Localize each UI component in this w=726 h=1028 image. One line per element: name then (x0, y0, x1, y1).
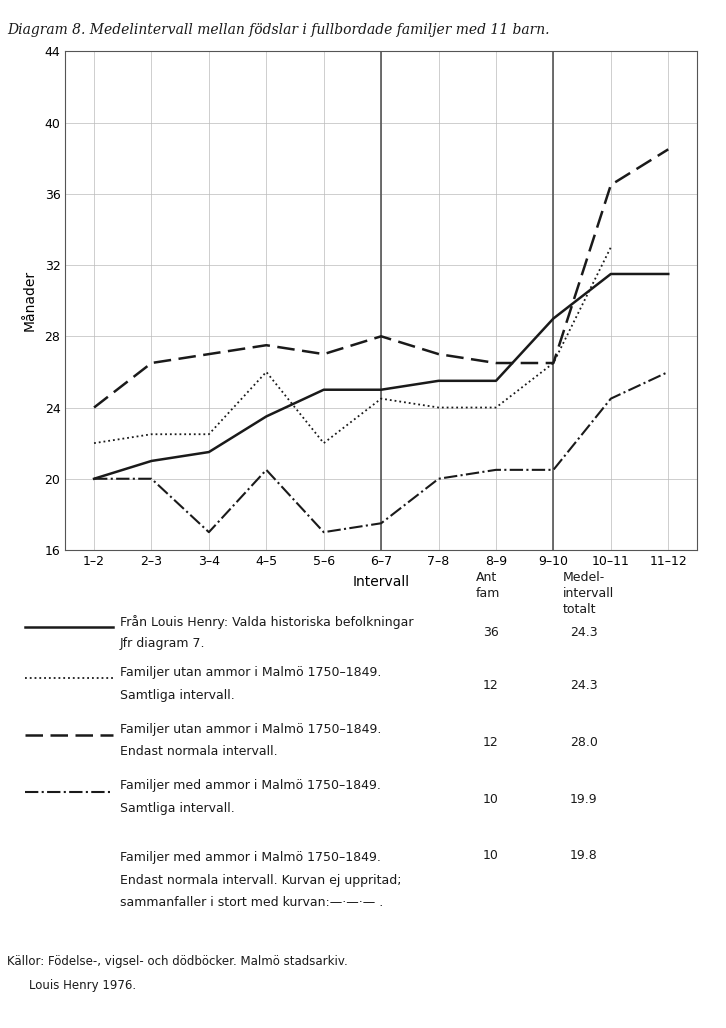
Text: Från Louis Henry: Valda historiska befolkningar: Från Louis Henry: Valda historiska befol… (120, 615, 413, 629)
Text: Samtliga intervall.: Samtliga intervall. (120, 689, 234, 702)
Text: Samtliga intervall.: Samtliga intervall. (120, 802, 234, 815)
Text: 36: 36 (483, 626, 499, 638)
Text: 24.3: 24.3 (570, 680, 597, 692)
Text: 12: 12 (483, 680, 499, 692)
Text: Familjer med ammor i Malmö 1750–1849.: Familjer med ammor i Malmö 1750–1849. (120, 779, 380, 793)
Text: 10: 10 (483, 849, 499, 861)
Text: Endast normala intervall.: Endast normala intervall. (120, 745, 277, 759)
Text: Familjer utan ammor i Malmö 1750–1849.: Familjer utan ammor i Malmö 1750–1849. (120, 723, 381, 736)
Text: 24.3: 24.3 (570, 626, 597, 638)
Text: Diagram 8. Medelintervall mellan födslar i fullbordade familjer med 11 barn.: Diagram 8. Medelintervall mellan födslar… (7, 23, 550, 37)
Text: Medel-
intervall
totalt: Medel- intervall totalt (563, 571, 614, 616)
Text: Familjer utan ammor i Malmö 1750–1849.: Familjer utan ammor i Malmö 1750–1849. (120, 666, 381, 680)
Text: Källor: Födelse-, vigsel- och dödböcker. Malmö stadsarkiv.: Källor: Födelse-, vigsel- och dödböcker.… (7, 955, 348, 968)
Text: Ant
fam: Ant fam (476, 571, 500, 599)
Text: 19.9: 19.9 (570, 794, 597, 806)
Text: 19.8: 19.8 (570, 849, 597, 861)
Text: sammanfaller i stort med kurvan:—·—·— .: sammanfaller i stort med kurvan:—·—·— . (120, 896, 383, 910)
X-axis label: Intervall: Intervall (353, 575, 409, 589)
Y-axis label: Månader: Månader (23, 270, 36, 331)
Text: Louis Henry 1976.: Louis Henry 1976. (29, 979, 136, 992)
Text: 28.0: 28.0 (570, 736, 597, 748)
Text: 12: 12 (483, 736, 499, 748)
Text: Familjer med ammor i Malmö 1750–1849.: Familjer med ammor i Malmö 1750–1849. (120, 851, 380, 865)
Text: 10: 10 (483, 794, 499, 806)
Text: Jfr diagram 7.: Jfr diagram 7. (120, 637, 205, 651)
Text: Endast normala intervall. Kurvan ej uppritad;: Endast normala intervall. Kurvan ej uppr… (120, 874, 401, 887)
